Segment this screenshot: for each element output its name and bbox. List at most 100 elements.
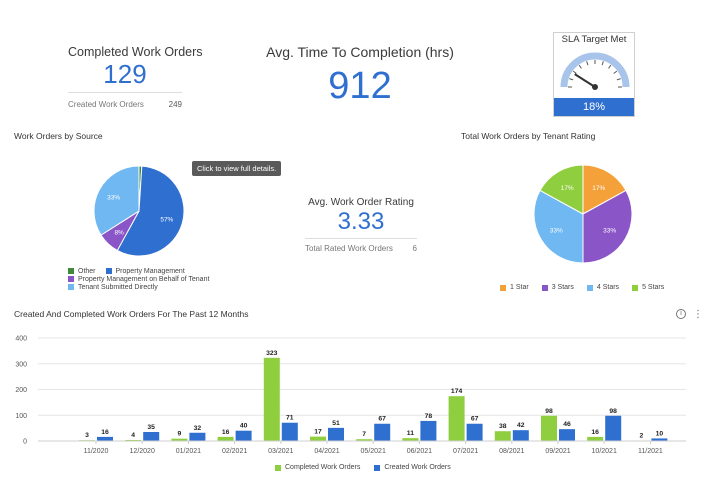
source-chart-title: Work Orders by Source <box>14 131 103 141</box>
kpi-label: Avg. Time To Completion (hrs) <box>266 44 454 60</box>
bar[interactable] <box>559 429 575 441</box>
legend-item[interactable]: Property Management on Behalf of Tenant <box>68 276 209 283</box>
completed-work-orders-kpi[interactable]: Completed Work Orders 129 Created Work O… <box>68 45 203 109</box>
bar-legend: Completed Work Orders Created Work Order… <box>275 464 465 471</box>
bar[interactable] <box>587 436 604 441</box>
bar-value-label: 11 <box>407 430 414 437</box>
pie-slice[interactable] <box>116 165 185 257</box>
kpi-sub-row: Total Rated Work Orders 6 <box>305 244 417 253</box>
legend-label: 1 Star <box>510 284 529 291</box>
bar[interactable] <box>356 439 373 441</box>
gauge-tick <box>608 64 612 69</box>
bar-value-label: 2 <box>640 432 644 439</box>
legend-label: 4 Stars <box>596 284 620 291</box>
y-tick-label: 300 <box>15 361 27 368</box>
x-tick-label: 08/2021 <box>499 448 524 455</box>
bar-value-label: 4 <box>131 432 135 439</box>
bar[interactable] <box>448 396 465 441</box>
bar[interactable] <box>466 423 483 441</box>
legend-item[interactable]: Other <box>68 268 96 275</box>
avg-rating-kpi[interactable]: Avg. Work Order Rating 3.33 Total Rated … <box>305 197 417 253</box>
legend-swatch <box>68 284 74 290</box>
legend-label: 3 Stars <box>551 284 574 291</box>
slice-label: 17% <box>592 185 605 192</box>
gauge-tick <box>613 70 618 74</box>
bar[interactable] <box>402 438 419 441</box>
bar[interactable] <box>310 436 326 441</box>
gauge-tick <box>569 78 574 81</box>
legend-label: Created Work Orders <box>384 464 451 471</box>
kpi-value: 3.33 <box>337 208 385 235</box>
info-icon[interactable]: i <box>676 309 686 319</box>
avg-time-kpi[interactable]: Avg. Time To Completion (hrs) 912 <box>260 44 460 108</box>
bar[interactable] <box>605 415 622 441</box>
legend-item[interactable]: Tenant Submitted Directly <box>68 284 158 291</box>
bar-value-label: 35 <box>147 424 155 431</box>
more-vertical-icon[interactable]: ⋮ <box>693 309 703 320</box>
legend-item[interactable]: Created Work Orders <box>374 464 451 471</box>
bar-value-label: 42 <box>517 422 525 429</box>
bar-value-label: 78 <box>425 413 433 420</box>
kpi-value: 912 <box>328 65 392 107</box>
bar-value-label: 3 <box>85 432 89 439</box>
bar[interactable] <box>263 357 280 441</box>
bar[interactable] <box>374 423 391 441</box>
bar-value-label: 51 <box>332 420 340 427</box>
gauge-tick <box>601 61 604 66</box>
pie-slice[interactable] <box>533 189 584 264</box>
legend-swatch <box>105 268 112 274</box>
legend-label: Tenant Submitted Directly <box>78 283 158 291</box>
divider <box>305 238 417 239</box>
tenant-legend: 1 Star 3 Stars 4 Stars 5 Stars <box>500 284 677 291</box>
x-tick-label: 10/2021 <box>592 448 617 455</box>
bar[interactable] <box>494 431 511 441</box>
legend-item[interactable]: 1 Star <box>500 284 529 291</box>
bar[interactable] <box>235 430 252 441</box>
bar[interactable] <box>328 427 344 441</box>
legend-swatch <box>68 276 74 282</box>
x-tick-label: 03/2021 <box>268 448 293 455</box>
legend-item[interactable]: 4 Stars <box>586 284 620 291</box>
kpi-sub-label: Total Rated Work Orders <box>305 244 393 253</box>
legend-item[interactable]: Property Management <box>105 267 185 275</box>
pie-slice[interactable] <box>93 165 140 236</box>
pie-slice[interactable] <box>539 164 584 215</box>
sla-gauge-card[interactable]: SLA Target Met 18% <box>553 32 635 117</box>
bar-value-label: 10 <box>656 430 664 437</box>
bar-value-label: 9 <box>178 431 182 438</box>
slice-label: 33% <box>550 227 563 234</box>
gauge-svg <box>560 52 630 90</box>
bar[interactable] <box>171 438 188 441</box>
bar[interactable] <box>281 422 298 441</box>
pie-slice[interactable] <box>582 189 633 264</box>
legend-item[interactable]: Completed Work Orders <box>275 464 360 471</box>
bar[interactable] <box>217 436 234 441</box>
bar-value-label: 98 <box>609 408 617 415</box>
bar[interactable] <box>189 432 206 441</box>
divider <box>68 92 182 93</box>
bar[interactable] <box>97 436 113 441</box>
bar[interactable] <box>651 438 668 441</box>
pie-slice[interactable] <box>582 164 627 215</box>
bar[interactable] <box>512 430 529 441</box>
bar[interactable] <box>125 439 142 441</box>
gauge-ticks <box>568 60 622 88</box>
bar[interactable] <box>143 431 160 441</box>
slice-label: 8% <box>114 230 124 237</box>
legend-item[interactable]: 5 Stars <box>632 284 664 291</box>
source-pie-chart[interactable]: 57% 8% 33% <box>92 164 186 258</box>
legend-swatch <box>632 284 639 291</box>
bar[interactable] <box>541 415 557 441</box>
bar-value-label: 16 <box>591 429 599 436</box>
kpi-label: Completed Work Orders <box>68 45 203 59</box>
kpi-sub-value: 249 <box>168 100 182 109</box>
bar[interactable] <box>420 420 437 441</box>
tenant-pie-chart[interactable]: 17% 33% 33% 17% <box>533 164 633 264</box>
bar-chart[interactable]: 0 100 200 300 400 11/2020 3 16 12/2020 4 35 01/2021… <box>0 328 720 458</box>
legend-swatch <box>541 284 548 291</box>
y-tick-label: 200 <box>15 387 27 394</box>
bar-value-label: 71 <box>286 415 294 422</box>
legend-label: Property Management <box>115 267 185 275</box>
legend-item[interactable]: 3 Stars <box>541 284 574 291</box>
kpi-sub-label: Created Work Orders <box>68 100 144 109</box>
